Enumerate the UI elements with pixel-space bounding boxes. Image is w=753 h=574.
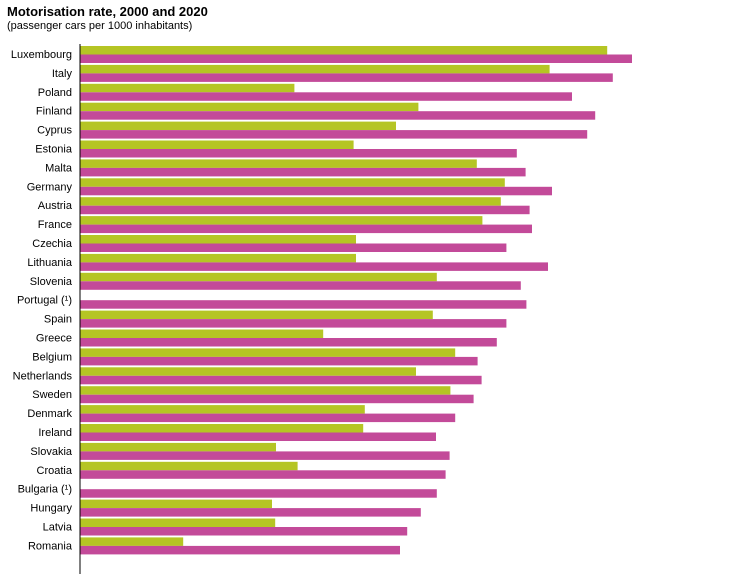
category-label-france: France	[38, 219, 72, 231]
category-label-netherlands: Netherlands	[13, 370, 73, 382]
category-label-hungary: Hungary	[30, 503, 72, 515]
bar-2000-germany	[80, 178, 505, 187]
bar-2000-hungary	[80, 499, 272, 509]
category-label-czechia: Czechia	[32, 238, 73, 250]
category-label-romania: Romania	[28, 540, 73, 552]
category-label-austria: Austria	[38, 200, 73, 212]
chart-title: Motorisation rate, 2000 and 2020	[7, 4, 208, 19]
category-label-poland: Poland	[38, 87, 72, 99]
bar-2000-italy	[80, 64, 550, 74]
bar-2020-portugal	[80, 300, 527, 309]
bar-2000-denmark	[80, 405, 365, 414]
bar-2000-latvia	[80, 518, 276, 527]
bar-2020-hungary	[80, 508, 421, 517]
category-label-estonia: Estonia	[35, 144, 73, 156]
bar-2020-netherlands	[80, 375, 482, 385]
category-label-latvia: Latvia	[43, 522, 73, 534]
bar-2020-croatia	[80, 470, 446, 479]
bar-2000-slovenia	[80, 272, 437, 282]
bar-2020-italy	[80, 73, 613, 82]
bar-2020-finland	[80, 111, 596, 120]
category-label-spain: Spain	[44, 314, 72, 326]
bar-2020-romania	[80, 545, 400, 555]
category-label-bulgaria: Bulgaria (¹)	[18, 484, 72, 496]
bar-2020-slovakia	[80, 451, 450, 460]
category-label-croatia: Croatia	[37, 465, 73, 477]
bar-2020-malta	[80, 167, 526, 177]
category-label-belgium: Belgium	[32, 351, 72, 363]
category-labels: Luxembourg Italy Poland Finland Cyprus Estoni…	[11, 49, 73, 552]
bar-2000-croatia	[80, 461, 298, 471]
bar-2000-romania	[80, 537, 184, 546]
category-label-denmark: Denmark	[27, 408, 72, 420]
bar-2020-cyprus	[80, 130, 588, 139]
bar-2020-ireland	[80, 432, 436, 441]
category-label-italy: Italy	[52, 68, 73, 80]
bar-2020-poland	[80, 92, 572, 101]
bar-2020-denmark	[80, 413, 456, 423]
bar-2020-sweden	[80, 394, 474, 404]
category-label-ireland: Ireland	[38, 427, 72, 439]
bar-2000-malta	[80, 159, 477, 168]
bar-2000-sweden	[80, 386, 451, 395]
category-label-malta: Malta	[45, 162, 73, 174]
category-label-slovenia: Slovenia	[30, 276, 73, 288]
bar-2000-greece	[80, 329, 324, 338]
bar-2020-latvia	[80, 527, 408, 536]
bar-2000-lithuania	[80, 253, 356, 263]
bar-2000-austria	[80, 197, 501, 206]
bar-2020-slovenia	[80, 281, 521, 290]
category-label-finland: Finland	[36, 106, 72, 118]
category-label-lithuania: Lithuania	[27, 257, 73, 269]
bar-2020-lithuania	[80, 262, 548, 271]
bar-2020-spain	[80, 319, 507, 328]
bar-2000-czechia	[80, 235, 356, 244]
bar-2020-germany	[80, 186, 552, 196]
bar-2000-finland	[80, 102, 419, 112]
bar-2020-france	[80, 224, 532, 234]
bar-2000-belgium	[80, 348, 456, 357]
bars	[80, 46, 632, 555]
category-label-sweden: Sweden	[32, 389, 72, 401]
category-label-slovakia: Slovakia	[30, 446, 72, 458]
bar-2020-bulgaria	[80, 489, 437, 498]
bar-2020-greece	[80, 338, 497, 347]
bar-2000-poland	[80, 83, 295, 93]
category-label-luxembourg: Luxembourg	[11, 49, 72, 61]
bar-2020-czechia	[80, 243, 507, 252]
category-label-portugal: Portugal (¹)	[17, 295, 72, 307]
bar-2000-spain	[80, 310, 433, 320]
bar-2020-belgium	[80, 356, 478, 366]
category-label-germany: Germany	[27, 181, 73, 193]
bar-2000-ireland	[80, 424, 364, 433]
bar-2000-luxembourg	[80, 46, 608, 55]
bar-2020-estonia	[80, 149, 517, 158]
chart-subtitle: (passenger cars per 1000 inhabitants)	[7, 20, 193, 32]
bar-2000-cyprus	[80, 121, 396, 131]
category-label-greece: Greece	[36, 333, 72, 345]
bar-2020-austria	[80, 205, 530, 215]
bar-2000-france	[80, 216, 483, 225]
bar-2000-estonia	[80, 140, 354, 149]
bar-2000-slovakia	[80, 442, 276, 452]
bar-2000-netherlands	[80, 367, 416, 376]
category-label-cyprus: Cyprus	[37, 125, 72, 137]
bar-2020-luxembourg	[80, 54, 632, 63]
